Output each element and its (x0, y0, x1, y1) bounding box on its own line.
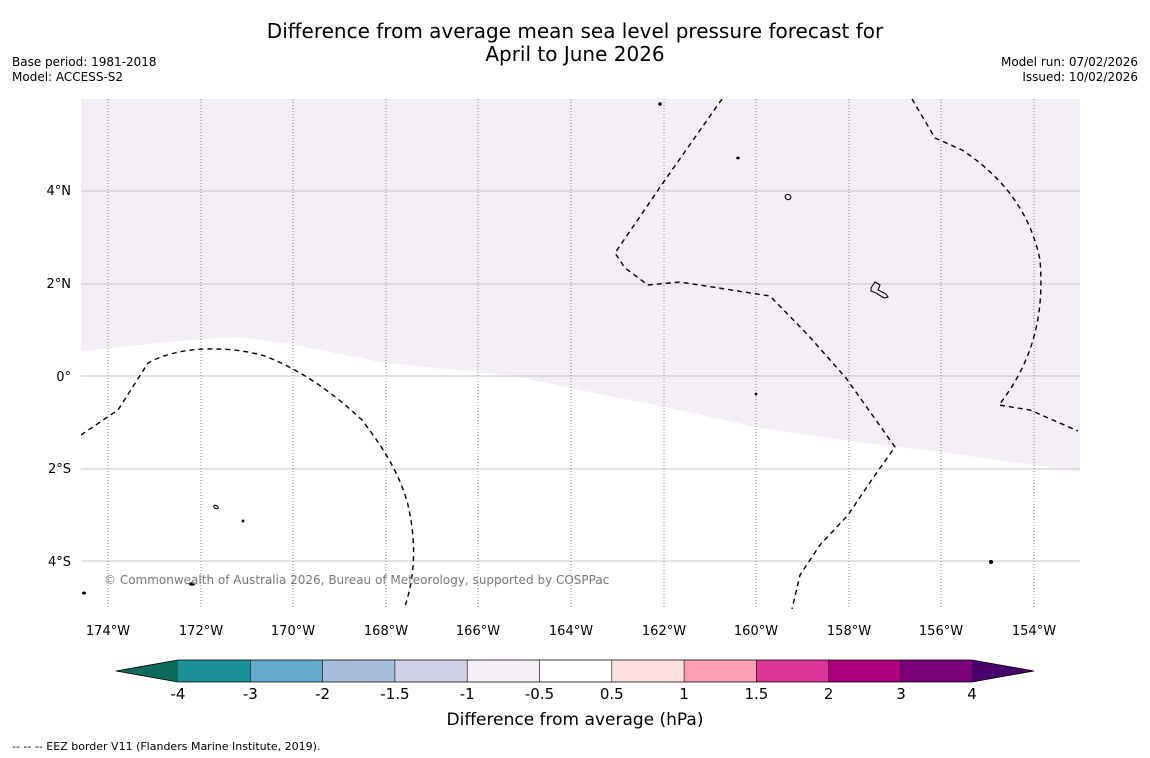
islands (81, 102, 994, 595)
island-small-5 (241, 519, 245, 523)
eez-border-kiribati-west (81, 348, 415, 609)
lat-label-2s: 2°S (48, 462, 71, 477)
colorbar-segment-9 (756, 660, 829, 682)
island-small-1 (658, 102, 662, 106)
lat-gridlines (81, 190, 1080, 562)
lon-label-172w: 172°W (179, 624, 223, 639)
cb-tick-12: 4 (967, 685, 977, 703)
island-kiritimati (870, 281, 889, 299)
colorbar-outline (115, 659, 1035, 683)
colorbar-extend-high (972, 660, 1034, 682)
colorbar-segment-3 (322, 660, 395, 682)
colorbar-segment-8 (684, 660, 757, 682)
eez-borders (81, 99, 1079, 609)
colorbar-segment-4 (394, 660, 468, 682)
eez-border-east (911, 99, 1079, 432)
island-small-7 (81, 591, 87, 595)
colorbar-segment-10 (828, 660, 901, 682)
title-line-1: Difference from average mean sea level p… (266, 19, 884, 43)
colorbar-dividers (250, 660, 902, 682)
island-small-2 (736, 156, 740, 160)
colorbar-segment-1 (178, 660, 251, 682)
map-canvas: © Commonwealth of Australia 2026, Bureau… (47, 99, 1080, 703)
base-period: Base period: 1981-2018 (12, 55, 157, 69)
island-small-3 (754, 392, 758, 396)
island-small-6 (188, 582, 196, 586)
meta-right: Model run: 07/02/2026 Issued: 10/02/2026 (1001, 55, 1138, 85)
lat-label-4s: 4°S (48, 555, 71, 570)
colorbar-segment-2 (250, 660, 323, 682)
lat-label-2n: 2°N (47, 277, 72, 292)
colorbar-segment-6 (539, 660, 612, 682)
lon-label-166w: 166°W (456, 624, 500, 639)
island-teraina (784, 193, 792, 201)
lon-label-170w: 170°W (271, 624, 315, 639)
eez-border-line-islands (614, 99, 896, 609)
model-run: Model run: 07/02/2026 (1000, 55, 1138, 69)
lon-label-154w: 154°W (1012, 624, 1056, 639)
title-line-2: April to June 2026 (485, 42, 665, 66)
issued-date: Issued: 10/02/2026 (1022, 70, 1138, 84)
cb-tick-9: 1.5 (744, 685, 768, 703)
colorbar-segment-7 (611, 660, 685, 682)
colorbar-ticks: -4 -3 -2 -1.5 -1 -0.5 0.5 1 1.5 2 3 4 (171, 685, 977, 703)
lon-label-162w: 162°W (642, 624, 686, 639)
lon-label-156w: 156°W (919, 624, 963, 639)
lon-label-164w: 164°W (549, 624, 593, 639)
lon-label-158w: 158°W (827, 624, 871, 639)
cb-tick-8: 1 (679, 685, 689, 703)
lat-label-0: 0° (56, 370, 71, 385)
lon-label-168w: 168°W (364, 624, 408, 639)
lon-label-174w: 174°W (86, 624, 130, 639)
cb-tick-3: -2 (315, 685, 330, 703)
copyright-text: © Commonwealth of Australia 2026, Bureau… (104, 573, 609, 587)
negative-anomaly-region (81, 99, 1080, 472)
colorbar-segment-11 (901, 660, 972, 682)
map-title: Difference from average mean sea level p… (0, 20, 1150, 66)
colorbar-extend-low (116, 660, 178, 682)
cb-tick-10: 2 (824, 685, 834, 703)
island-small-8 (988, 559, 994, 565)
lon-gridlines (107, 99, 1035, 609)
eez-footnote: -- -- -- EEZ border V11 (Flanders Marine… (12, 740, 321, 753)
cb-tick-5: -1 (460, 685, 475, 703)
colorbar-segment-5 (467, 660, 540, 682)
island-small-4 (213, 504, 219, 510)
colorbar: -4 -3 -2 -1.5 -1 -0.5 0.5 1 1.5 2 3 4 (115, 659, 1035, 703)
lon-label-160w: 160°W (734, 624, 778, 639)
cb-tick-11: 3 (896, 685, 906, 703)
model-name: Model: ACCESS-S2 (12, 70, 124, 84)
cb-tick-2: -3 (243, 685, 258, 703)
cb-tick-4: -1.5 (380, 685, 409, 703)
cb-tick-7: 0.5 (600, 685, 624, 703)
cb-tick-6: -0.5 (525, 685, 554, 703)
lat-labels: 4°N 2°N 0° 2°S 4°S (47, 184, 72, 570)
lon-labels: 174°W 172°W 170°W 168°W 166°W 164°W 162°… (86, 624, 1056, 639)
cb-tick-1: -4 (171, 685, 186, 703)
colorbar-title: Difference from average (hPa) (446, 710, 704, 730)
meta-left: Base period: 1981-2018 Model: ACCESS-S2 (12, 55, 157, 85)
lat-label-4n: 4°N (47, 184, 72, 199)
